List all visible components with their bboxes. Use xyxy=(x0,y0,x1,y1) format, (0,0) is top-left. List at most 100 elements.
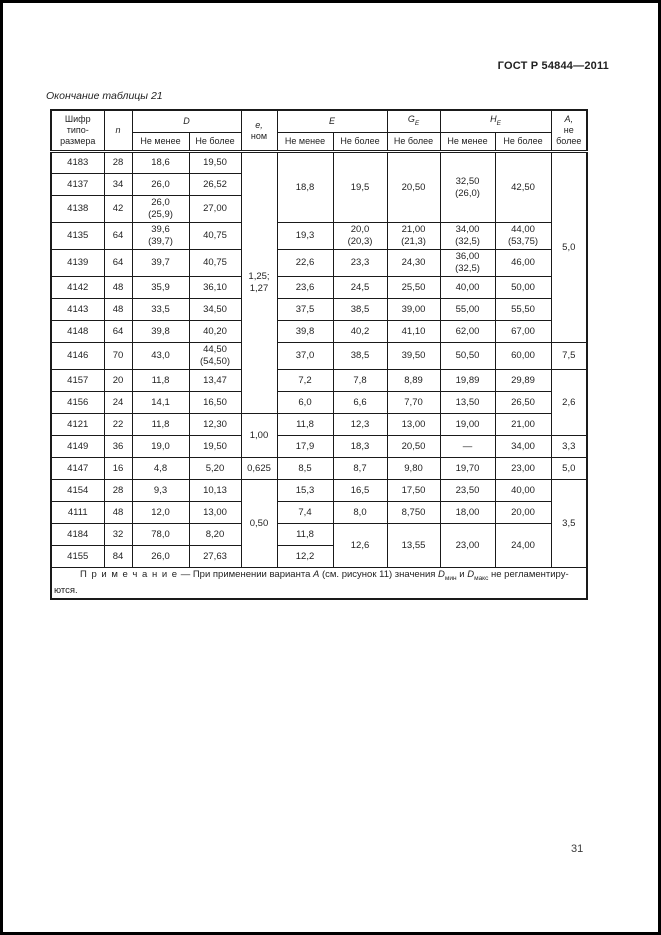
table-cell: 19,0 xyxy=(131,435,190,458)
table-cell: 4121 xyxy=(50,413,105,436)
subheader-h-min: Не менее xyxy=(439,131,496,153)
table-row: 4183 28 18,6 19,50 1,25; 1,27 18,8 19,5 20,50 32… xyxy=(50,151,588,414)
col-header-g: GE xyxy=(386,109,441,133)
table-cell: 38,5 xyxy=(332,298,388,321)
table-cell: 32,50 (26,0) xyxy=(439,151,496,223)
table-cell: 16 xyxy=(103,457,133,480)
table-cell: 11,8 xyxy=(131,369,190,392)
table-cell: 40,00 xyxy=(494,479,552,502)
table-cell: 19,3 xyxy=(276,222,334,250)
table-cell: 26,0 xyxy=(131,545,190,568)
table-cell: 19,89 xyxy=(439,369,496,392)
table-cell: 2,6 xyxy=(550,369,588,436)
table-cell: 5,0 xyxy=(550,457,588,480)
table-cell: 36,00 (32,5) xyxy=(439,249,496,277)
table-cell: 11,8 xyxy=(276,413,334,436)
table-cell: 26,0 xyxy=(131,173,190,196)
table-cell: 39,8 xyxy=(131,320,190,343)
col-header-e-nom: е, ном xyxy=(240,109,278,152)
table-row: 4155 84 26,0 27,63 12,2 xyxy=(50,545,587,568)
table-cell: 5,20 xyxy=(188,457,242,480)
table-cell: 15,3 xyxy=(276,479,334,502)
table-cell: 1,25; 1,27 xyxy=(240,151,278,414)
table-cell: 42,50 xyxy=(494,151,552,223)
table-cell: 4147 xyxy=(50,457,105,480)
table-cell: 4148 xyxy=(50,320,105,343)
note-label: П р и м е ч а н и е xyxy=(80,569,179,580)
col-header-n: n xyxy=(103,109,133,152)
table-cell: 39,7 xyxy=(131,249,190,277)
table-cell: 4157 xyxy=(50,369,105,392)
table-cell: 4184 xyxy=(50,523,105,546)
table-cell: 9,80 xyxy=(386,457,441,480)
table-cell: 0,625 xyxy=(240,457,278,480)
table-cell: 16,50 xyxy=(188,391,242,414)
table-cell: 28 xyxy=(103,479,133,502)
table-cell: 13,55 xyxy=(386,523,441,568)
col-header-d: D xyxy=(131,109,242,133)
table-cell: 64 xyxy=(103,249,133,277)
table-cell: 18,6 xyxy=(131,151,190,174)
table-cell: 32 xyxy=(103,523,133,546)
table-cell: 23,3 xyxy=(332,249,388,277)
table-cell: 40,75 xyxy=(188,249,242,277)
table-cell: 64 xyxy=(103,320,133,343)
table-header: Шифр типо- размера n D е, ном E GE HE А, н… xyxy=(50,109,588,153)
table-row: 4156 24 14,1 16,50 6,0 6,6 7,70 13,50 26,50 xyxy=(50,391,587,414)
table-cell: 7,2 xyxy=(276,369,334,392)
table-cell: 5,0 xyxy=(550,151,588,343)
table-caption: Окончание таблицы 21 xyxy=(46,90,163,102)
table-cell: 21,00 (21,3) xyxy=(386,222,441,250)
table-cell: 38,5 xyxy=(332,342,388,370)
table-cell: 8,89 xyxy=(386,369,441,392)
table-cell: 19,70 xyxy=(439,457,496,480)
subheader-e-min: Не менее xyxy=(276,131,334,153)
table-cell: 10,13 xyxy=(188,479,242,502)
table-cell: 37,0 xyxy=(276,342,334,370)
table-cell: 4142 xyxy=(50,276,105,299)
table-cell: 12,30 xyxy=(188,413,242,436)
table-cell: 9,3 xyxy=(131,479,190,502)
col-header-a: А, не более xyxy=(550,109,588,152)
table-cell: 62,00 xyxy=(439,320,496,343)
table-cell: 8,0 xyxy=(332,501,388,524)
table-cell: 3,3 xyxy=(550,435,588,458)
dimension-table: Шифр типо- размера n D е, ном E GE HE А, н… xyxy=(50,109,589,600)
table-cell: 55,50 xyxy=(494,298,552,321)
table-row: 4146 70 43,0 44,50 (54,50) 37,0 38,5 39,50 50,5… xyxy=(50,342,588,370)
col-header-code: Шифр типо- размера xyxy=(50,109,105,152)
table-cell: 28 xyxy=(103,151,133,174)
table-cell: 34,00 (32,5) xyxy=(439,222,496,250)
table-note: П р и м е ч а н и е — При применении вар… xyxy=(50,566,588,600)
table-cell: 24,00 xyxy=(494,523,552,568)
table-cell: 39,50 xyxy=(386,342,441,370)
table-cell: 60,00 xyxy=(494,342,552,370)
table-cell: 44,50 (54,50) xyxy=(188,342,242,370)
table-cell: 19,50 xyxy=(188,435,242,458)
table-cell: 23,00 xyxy=(494,457,552,480)
table-cell: 4139 xyxy=(50,249,105,277)
subheader-d-min: Не менее xyxy=(131,131,190,153)
table-cell: 7,4 xyxy=(276,501,334,524)
table-cell: 16,5 xyxy=(332,479,388,502)
table-cell: 8,20 xyxy=(188,523,242,546)
table-cell: 23,00 xyxy=(439,523,496,568)
table-cell: 48 xyxy=(103,298,133,321)
table-cell: 64 xyxy=(103,222,133,250)
table-cell: 3,5 xyxy=(550,479,588,568)
table-cell: 23,50 xyxy=(439,479,496,502)
table-cell: 23,6 xyxy=(276,276,334,299)
table-cell: 84 xyxy=(103,545,133,568)
table-cell: 22 xyxy=(103,413,133,436)
table-cell: 13,50 xyxy=(439,391,496,414)
table-cell: 4149 xyxy=(50,435,105,458)
table-row: 4142 48 35,9 36,10 23,6 24,5 25,50 40,00 50,00 xyxy=(50,276,587,299)
table-cell: 46,00 xyxy=(494,249,552,277)
table-cell: 6,6 xyxy=(332,391,388,414)
table-cell: 1,00 xyxy=(240,413,278,458)
table-cell: 42 xyxy=(103,195,133,223)
table-cell: 37,5 xyxy=(276,298,334,321)
table-cell: 26,52 xyxy=(188,173,242,196)
table-cell: 13,00 xyxy=(188,501,242,524)
